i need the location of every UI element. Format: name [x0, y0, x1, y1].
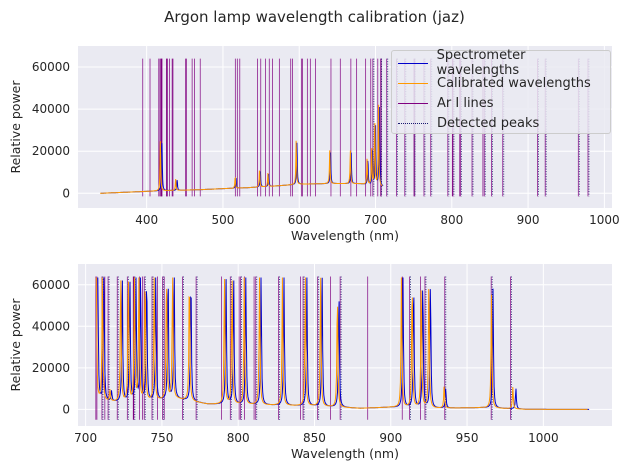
x-tick-label: 800	[227, 431, 250, 445]
y-tick-label: 60000	[32, 278, 70, 292]
x-tick-label: 1000	[589, 213, 620, 227]
y-tick-label: 40000	[32, 319, 70, 333]
calibrated-series-line	[95, 277, 588, 410]
legend: Spectrometer wavelengths Calibrated wave…	[391, 48, 611, 134]
legend-swatch-detected-peaks	[398, 122, 428, 124]
legend-item: Ar I lines	[398, 93, 610, 113]
x-tick-label: 400	[135, 213, 158, 227]
legend-swatch-calibrated	[398, 82, 428, 84]
y-tick-label: 20000	[32, 361, 70, 375]
y-axis-label: Relative power	[8, 80, 23, 174]
x-tick-label: 800	[440, 213, 463, 227]
y-tick-label: 20000	[32, 144, 70, 158]
x-tick-label: 700	[74, 431, 97, 445]
plot-area	[78, 264, 612, 426]
legend-label: Ar I lines	[437, 95, 494, 111]
legend-label: Spectrometer wavelengths	[436, 48, 526, 78]
legend-item: Calibrated wavelengths	[398, 73, 610, 93]
legend-swatch-ar-lines	[398, 102, 428, 104]
legend-label: Calibrated wavelengths	[437, 75, 591, 91]
x-tick-label: 900	[379, 431, 402, 445]
y-tick-label: 0	[62, 402, 70, 416]
x-tick-label: 1000	[528, 431, 559, 445]
legend-item: Detected peaks	[398, 113, 610, 133]
y-tick-label: 40000	[32, 102, 70, 116]
x-tick-label: 950	[456, 431, 479, 445]
legend-item: Spectrometer wavelengths	[398, 48, 610, 78]
calibrated-series-line	[100, 104, 383, 194]
x-axis-label: Wavelength (nm)	[291, 228, 399, 243]
x-tick-label: 850	[303, 431, 326, 445]
plot-content	[95, 276, 590, 420]
y-axis-label: Relative power	[8, 298, 23, 392]
x-tick-label: 750	[150, 431, 173, 445]
legend-label: Detected peaks	[437, 115, 540, 131]
y-tick-label: 0	[62, 186, 70, 200]
x-axis-label: Wavelength (nm)	[291, 446, 399, 461]
x-tick-label: 500	[211, 213, 234, 227]
chart-title: Argon lamp wavelength calibration (jaz)	[164, 8, 465, 26]
legend-swatch-spectrometer	[398, 62, 428, 64]
x-tick-label: 600	[288, 213, 311, 227]
chart-panel-2: 700 750 800 850 900 950 1000 0 20000 40000 60000 Wa…	[8, 264, 612, 461]
x-tick-label: 700	[364, 213, 387, 227]
y-tick-label: 60000	[32, 60, 70, 74]
x-tick-label: 900	[517, 213, 540, 227]
